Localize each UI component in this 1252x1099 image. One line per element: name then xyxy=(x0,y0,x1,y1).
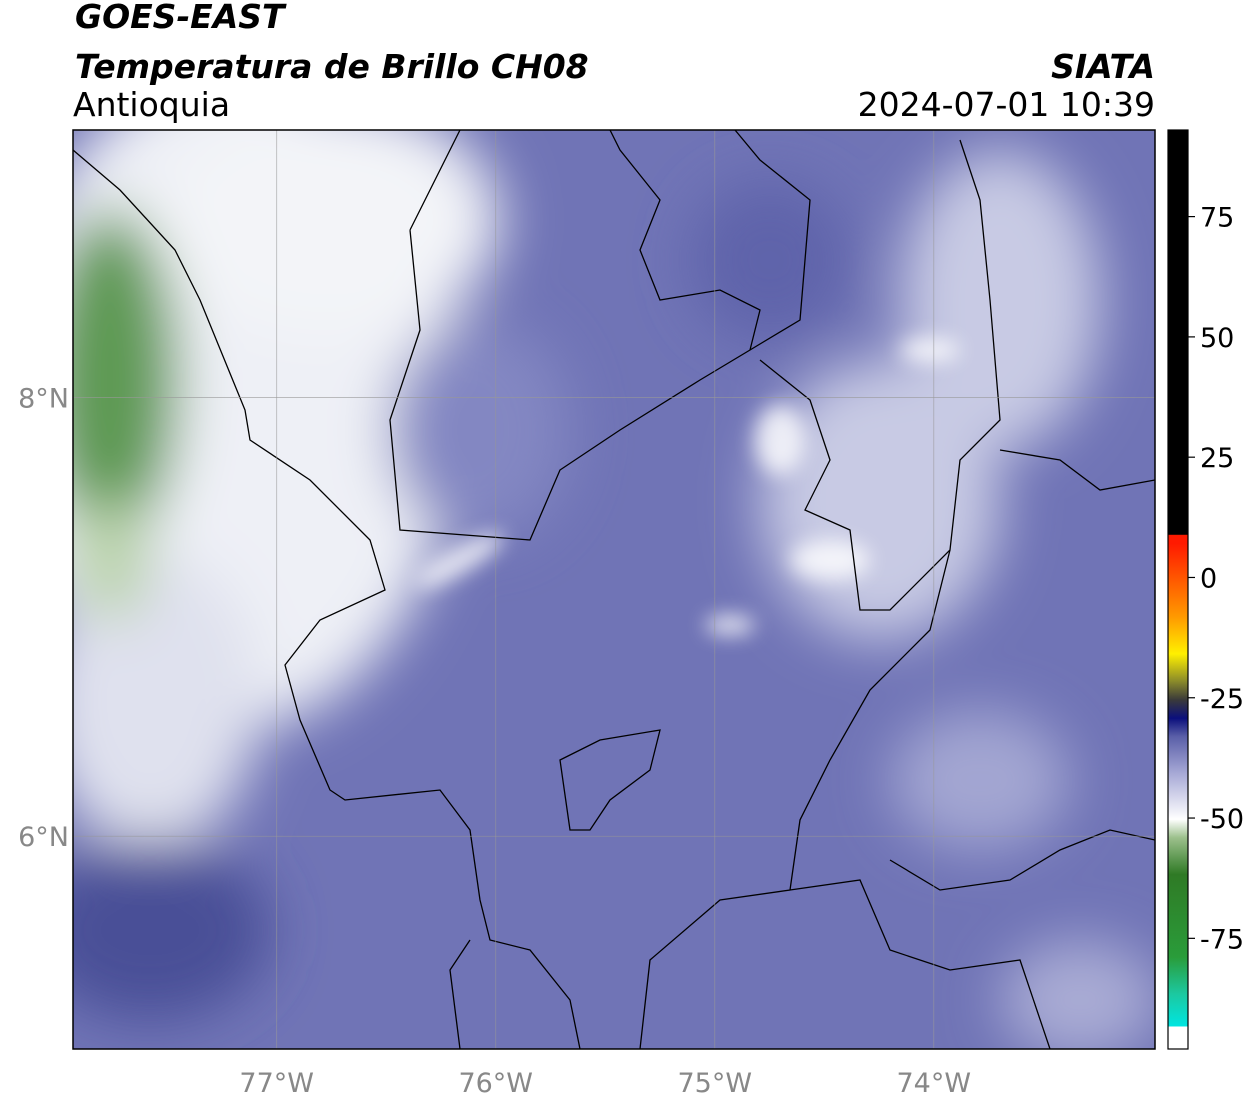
y-tick-label: 6°N xyxy=(18,822,69,853)
boundaries xyxy=(73,130,1155,1049)
satellite-image xyxy=(73,130,1155,1049)
colorbar-tick-label: 75 xyxy=(1200,203,1234,234)
title: GOES-EAST xyxy=(75,0,287,36)
y-tick-label: 8°N xyxy=(18,384,69,415)
region: Antioquia xyxy=(73,85,230,124)
colorbar-tick-label: -25 xyxy=(1200,684,1244,715)
x-tick-label: 74°W xyxy=(897,1068,972,1099)
timestamp: 2024-07-01 10:39 xyxy=(858,85,1155,124)
colorbar-tick-label: 25 xyxy=(1200,443,1234,474)
x-tick-label: 76°W xyxy=(458,1068,533,1099)
colorbar-tick-label: 50 xyxy=(1200,323,1234,354)
subtitle: Temperatura de Brillo CH08 xyxy=(75,47,589,86)
colorbar-tick-label: -50 xyxy=(1200,804,1244,835)
colorbar-tick-label: 0 xyxy=(1200,563,1217,594)
colorbar xyxy=(1167,129,1189,1050)
map-frame xyxy=(72,129,1156,1050)
colorbar-tick-label: -75 xyxy=(1200,924,1244,955)
source: SIATA xyxy=(1051,47,1155,86)
x-tick-label: 75°W xyxy=(677,1068,752,1099)
x-tick-label: 77°W xyxy=(239,1068,314,1099)
